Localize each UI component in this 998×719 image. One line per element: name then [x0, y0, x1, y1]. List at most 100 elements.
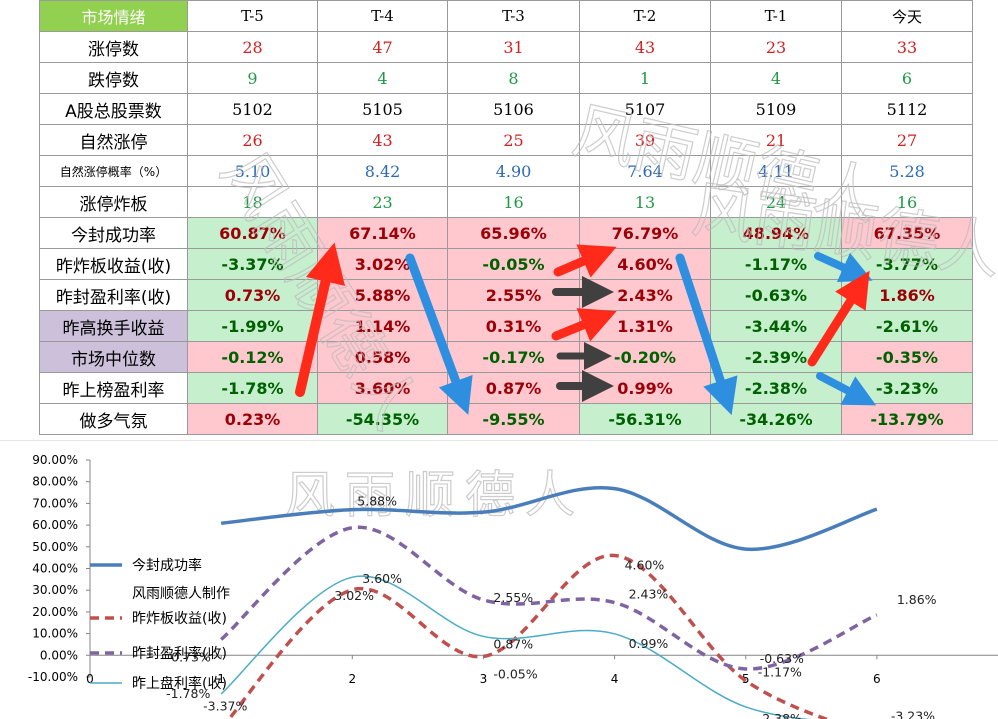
- table-cell: 1.86%: [841, 279, 973, 311]
- watermark-text: 风雨顺德人: [285, 466, 585, 524]
- table-row: 今封成功率 60.87% 67.14% 65.96% 76.79% 48.94% 67.35…: [39, 217, 973, 249]
- table-row: 昨封盈利率(收) 0.73% 5.88% 2.55% 2.43% -0.63% 1.86%: [39, 279, 973, 311]
- data-label: 4.60%: [625, 557, 665, 572]
- table-cell: -1.78%: [187, 372, 318, 404]
- table-cell: -34.26%: [710, 403, 842, 435]
- row-label: 做多气氛: [39, 403, 188, 435]
- table-row: 昨高换手收益 -1.99% 1.14% 0.31% 1.31% -3.44% -2.61%: [39, 310, 973, 342]
- row-label: 昨上榜盈利率: [39, 372, 188, 404]
- table-cell: -2.39%: [710, 341, 842, 373]
- series-line: [220, 575, 811, 719]
- table-cell: -2.38%: [710, 372, 842, 404]
- data-label: 3.60%: [362, 571, 402, 586]
- table-cell: 3.02%: [317, 248, 448, 280]
- table-cell: 48.94%: [710, 217, 842, 249]
- row-label: 涨停炸板: [39, 186, 188, 218]
- table-cell: -0.20%: [579, 341, 711, 373]
- table-cell: 8.42: [317, 155, 448, 187]
- table-cell: 31: [447, 31, 580, 63]
- y-tick-label: 30.00%: [32, 583, 78, 597]
- table-cell: 5106: [447, 93, 580, 125]
- series-line: [220, 525, 878, 671]
- table-cell: -0.35%: [841, 341, 973, 373]
- table-cell: -54.35%: [317, 403, 448, 435]
- table-cell: 5.10: [187, 155, 318, 187]
- table-row: 跌停数 9 4 8 1 4 6: [39, 62, 973, 94]
- table-cell: 43: [317, 124, 448, 156]
- header-cell: T-3: [447, 0, 580, 32]
- table-cell: 33: [841, 31, 973, 63]
- table-row: 市场中位数 -0.12% 0.58% -0.17% -0.20% -2.39% -0.35%: [39, 341, 973, 373]
- header-cell: T-1: [710, 0, 842, 32]
- table-cell: 0.87%: [447, 372, 580, 404]
- table-cell: 65.96%: [447, 217, 580, 249]
- table-row: 自然涨停概率（%） 5.10 8.42 4.90 7.64 4.11 5.28: [39, 155, 973, 187]
- y-tick-label: 60.00%: [32, 518, 78, 532]
- table-row: A股总股票数 5102 5105 5106 5107 5109 5112: [39, 93, 973, 125]
- y-tick-label: 80.00%: [32, 475, 78, 489]
- table-cell: 25: [447, 124, 580, 156]
- table-cell: 5107: [579, 93, 711, 125]
- row-label: 昨炸板收益(收): [39, 248, 188, 280]
- row-label: 自然涨停概率（%）: [39, 155, 188, 187]
- row-label: 自然涨停: [39, 124, 188, 156]
- table-cell: 47: [317, 31, 448, 63]
- table-cell: 4: [710, 62, 842, 94]
- data-label: 3.02%: [334, 588, 374, 603]
- data-label: 5.88%: [357, 494, 397, 509]
- table-cell: 0.58%: [317, 341, 448, 373]
- table-cell: -2.61%: [841, 310, 973, 342]
- legend-label: 昨上盘利率(收): [132, 675, 227, 692]
- table-cell: 0.73%: [187, 279, 318, 311]
- header-row: 市场情绪 T-5 T-4 T-3 T-2 T-1 今天: [39, 0, 973, 32]
- y-tick-label: 0.00%: [40, 648, 78, 662]
- table-cell: 43: [579, 31, 711, 63]
- table-cell: 67.35%: [841, 217, 973, 249]
- table-cell: 5.28: [841, 155, 973, 187]
- table-cell: -3.44%: [710, 310, 842, 342]
- corner-label: 市场情绪: [39, 0, 188, 32]
- table-cell: 23: [710, 31, 842, 63]
- table-cell: 23: [317, 186, 448, 218]
- table-cell: 0.31%: [447, 310, 580, 342]
- row-label: 涨停数: [39, 31, 188, 63]
- data-label: -1.17%: [758, 665, 802, 680]
- data-label: 0.99%: [629, 636, 669, 651]
- table-cell: 27: [841, 124, 973, 156]
- data-label: -0.05%: [493, 666, 537, 681]
- table-cell: 67.14%: [317, 217, 448, 249]
- row-label: 昨封盈利率(收): [39, 279, 188, 311]
- y-tick-label: 50.00%: [32, 540, 78, 554]
- data-label: 2.43%: [629, 587, 669, 602]
- table-cell: 18: [187, 186, 318, 218]
- table-cell: 76.79%: [579, 217, 711, 249]
- series-line: [220, 486, 878, 551]
- header-cell: 今天: [841, 0, 973, 32]
- table-cell: 60.87%: [187, 217, 318, 249]
- table-row: 昨上榜盈利率 -1.78% 3.60% 0.87% 0.99% -2.38% -3.23%: [39, 372, 973, 404]
- x-tick-label: 3: [480, 672, 488, 686]
- row-label: 昨高换手收益: [39, 310, 188, 342]
- table-cell: -9.55%: [447, 403, 580, 435]
- table-cell: 9: [187, 62, 318, 94]
- table-cell: 13: [579, 186, 711, 218]
- table-cell: 6: [841, 62, 973, 94]
- table-cell: -0.63%: [710, 279, 842, 311]
- table-cell: -1.99%: [187, 310, 318, 342]
- data-label: -1.78%: [166, 686, 210, 701]
- table-cell: 24: [710, 186, 842, 218]
- table-cell: -3.77%: [841, 248, 973, 280]
- table-cell: -0.12%: [187, 341, 318, 373]
- table-row: 涨停炸板 18 23 16 13 24 16: [39, 186, 973, 218]
- table-cell: 8: [447, 62, 580, 94]
- table-cell: 28: [187, 31, 318, 63]
- table-cell: 4: [317, 62, 448, 94]
- x-tick-label: 0: [86, 672, 94, 686]
- y-tick-label: -10.00%: [28, 670, 78, 684]
- table-cell: -1.17%: [710, 248, 842, 280]
- legend-label: 昨封盈利率(收): [132, 645, 227, 662]
- series-line: [226, 553, 831, 719]
- table-cell: 26: [187, 124, 318, 156]
- legend-label: 今封成功率: [132, 557, 202, 574]
- table-cell: 1: [579, 62, 711, 94]
